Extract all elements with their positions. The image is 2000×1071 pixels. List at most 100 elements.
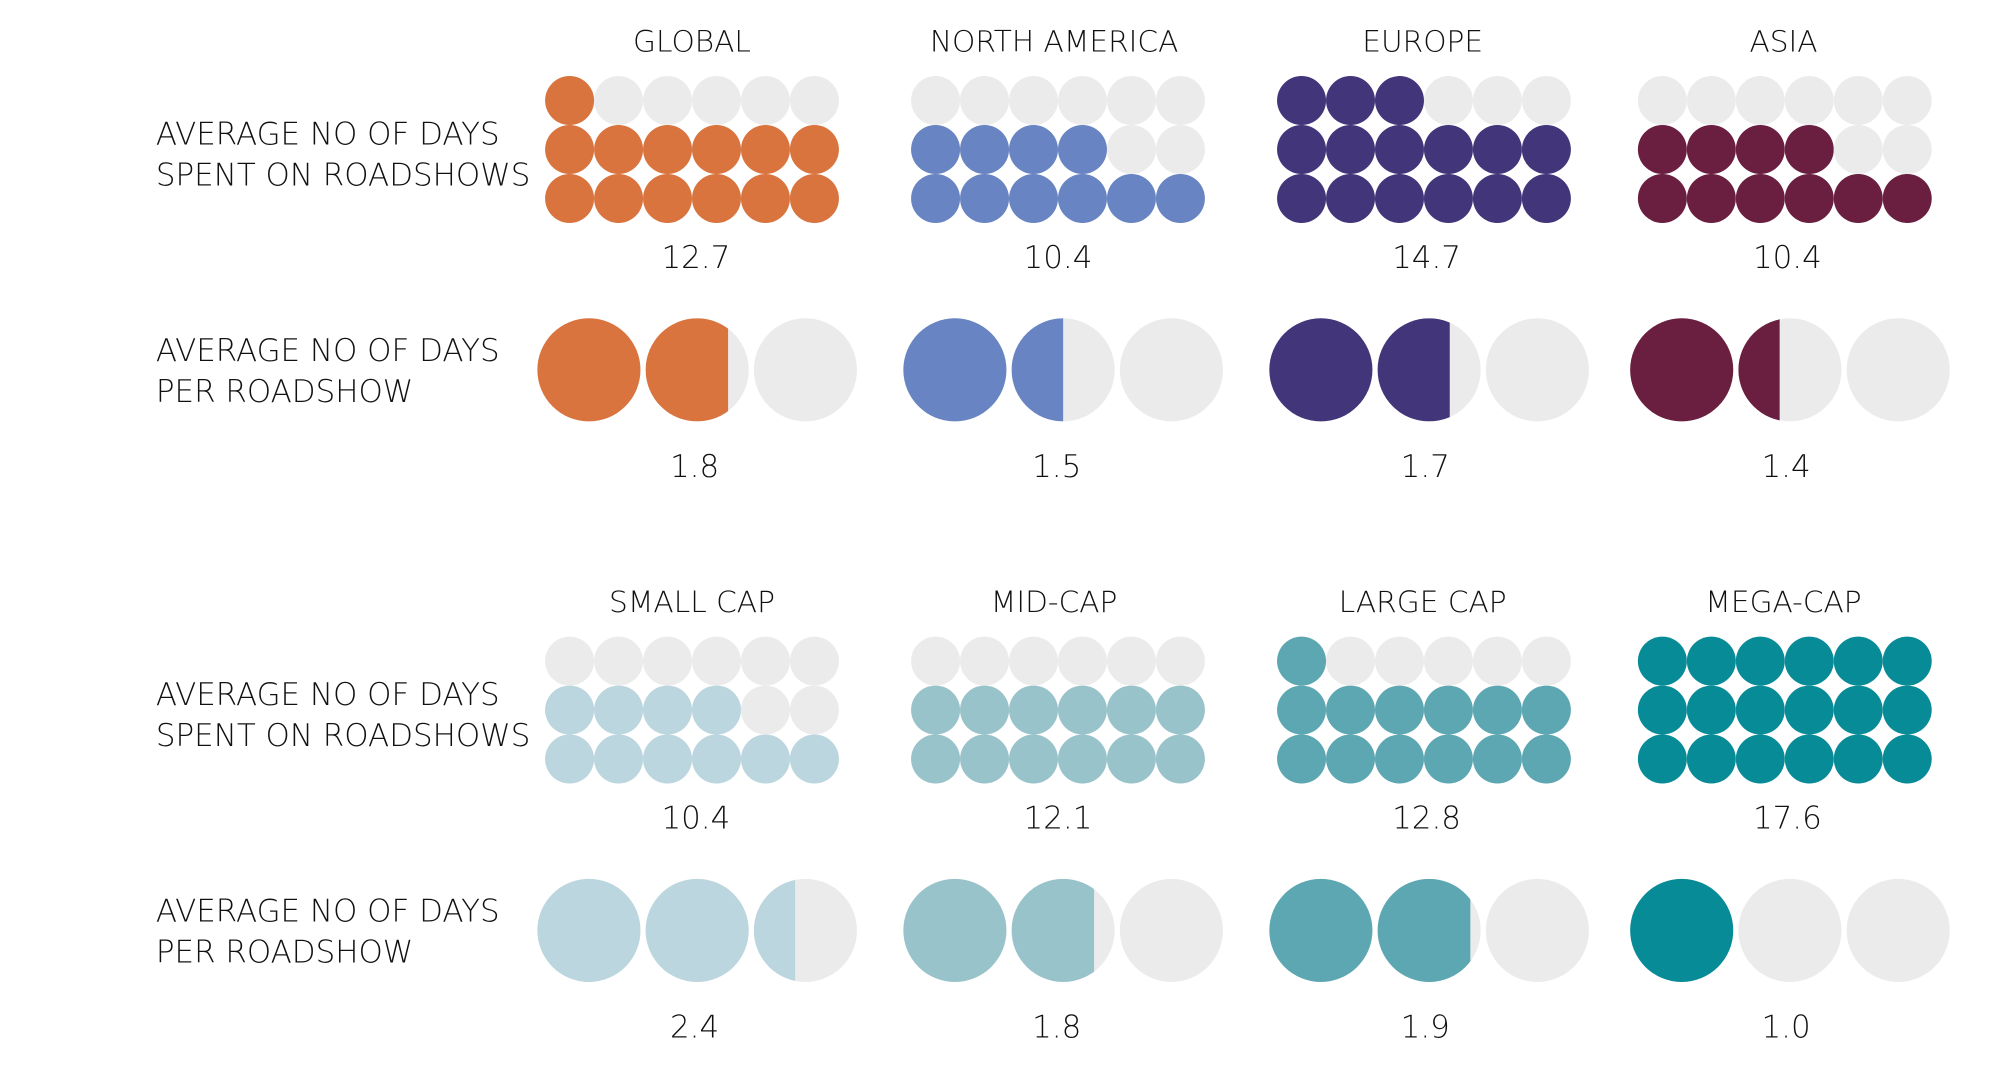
group-title: SMALL CAP: [609, 584, 775, 619]
days-spent-value: 17.6: [1753, 801, 1822, 837]
day-dot: [911, 734, 961, 784]
day-dot: [643, 76, 693, 125]
days-spent-value: 10.4: [661, 801, 730, 837]
roadshow-circle: [1377, 878, 1481, 982]
day-dot: [1326, 173, 1375, 223]
day-dot: [1521, 173, 1571, 223]
day-dot: [740, 125, 790, 174]
day-dot: [1423, 685, 1473, 735]
day-dot: [1833, 173, 1883, 223]
day-dot: [1423, 76, 1473, 125]
group-title: NORTH AMERICA: [930, 24, 1179, 59]
day-dot: [1882, 685, 1932, 735]
day-dot: [1521, 76, 1571, 125]
day-dot: [1057, 76, 1107, 125]
days-per-roadshow-value: 1.7: [1401, 449, 1450, 485]
day-dot: [1882, 125, 1932, 174]
day-dot: [692, 636, 741, 686]
day-dot: [1686, 173, 1736, 223]
roadshow-circle: [1011, 318, 1115, 422]
day-dot: [643, 173, 693, 223]
group-global: GLOBAL 12.7 1.8: [537, 24, 857, 485]
day-dot: [1637, 173, 1687, 223]
day-dot: [960, 125, 1010, 174]
day-dot: [960, 76, 1010, 125]
day-dot: [1155, 685, 1205, 735]
day-dot: [1423, 734, 1473, 784]
day-dot: [1784, 125, 1834, 174]
roadshow-circle: [537, 878, 641, 982]
day-dot: [1735, 636, 1785, 686]
day-dot: [545, 173, 595, 223]
day-dot: [1326, 125, 1375, 174]
day-dot: [911, 173, 961, 223]
group-title: GLOBAL: [633, 24, 751, 59]
day-dot: [1472, 173, 1522, 223]
day-dot: [1277, 125, 1327, 174]
group-large-cap: LARGE CAP 12.8 1.9: [1269, 584, 1589, 1045]
day-dot: [1784, 685, 1834, 735]
day-dot: [1735, 173, 1785, 223]
day-dot: [1882, 173, 1932, 223]
group-europe: EUROPE 14.7 1.7: [1269, 24, 1589, 485]
day-dot: [1106, 125, 1156, 174]
day-dot: [1009, 173, 1058, 223]
group-title: MID-CAP: [991, 584, 1118, 619]
day-dot: [1882, 76, 1932, 125]
days-spent-value: 10.4: [1753, 240, 1822, 276]
day-dot: [740, 173, 790, 223]
roadshow-circle: [1738, 318, 1842, 422]
day-dot: [1106, 734, 1156, 784]
day-dot: [1472, 685, 1522, 735]
day-dot: [692, 173, 741, 223]
day-dot: [1375, 734, 1424, 784]
days-per-roadshow-value: 1.4: [1762, 449, 1811, 485]
day-dot: [692, 76, 741, 125]
day-dot: [740, 685, 790, 735]
day-dot: [740, 636, 790, 686]
market-cap-panel: AVERAGE NO OF DAYS SPENT ON ROADSHOWS AVER…: [156, 584, 1950, 1045]
day-dot: [1375, 76, 1424, 125]
roadshow-circle: [645, 318, 749, 422]
days-spent-value: 12.7: [661, 240, 730, 276]
days-spent-value: 12.1: [1024, 801, 1093, 837]
day-dot: [1784, 173, 1834, 223]
day-dot: [1637, 734, 1687, 784]
day-dot: [1375, 636, 1424, 686]
day-dot: [1277, 685, 1327, 735]
days-per-roadshow-value: 1.5: [1032, 449, 1081, 485]
day-dot: [1833, 636, 1883, 686]
day-dot: [1326, 734, 1375, 784]
group-title: EUROPE: [1362, 24, 1483, 59]
day-dot: [643, 636, 693, 686]
group-title: LARGE CAP: [1339, 584, 1507, 619]
day-dot: [1057, 173, 1107, 223]
day-dot: [911, 685, 961, 735]
roadshow-circle: [1011, 878, 1115, 982]
row-label-days-spent: SPENT ON ROADSHOWS: [156, 718, 530, 754]
day-dot: [1686, 636, 1736, 686]
days-spent-value: 10.4: [1024, 240, 1093, 276]
day-dot: [1637, 125, 1687, 174]
day-dot: [960, 685, 1010, 735]
row-label-days-per-roadshow: AVERAGE NO OF DAYS: [156, 333, 500, 369]
day-dot: [1686, 685, 1736, 735]
day-dot: [789, 685, 839, 735]
day-dot: [1009, 685, 1058, 735]
day-dot: [1277, 636, 1327, 686]
day-dot: [1686, 734, 1736, 784]
day-dot: [594, 636, 644, 686]
day-dot: [1375, 125, 1424, 174]
days-per-roadshow-value: 2.4: [670, 1009, 719, 1045]
day-dot: [1326, 685, 1375, 735]
day-dot: [1423, 173, 1473, 223]
day-dot: [1521, 125, 1571, 174]
day-dot: [1637, 76, 1687, 125]
roadshow-circle: [1846, 878, 1950, 982]
roadshow-circle: [1269, 318, 1373, 422]
day-dot: [1009, 125, 1058, 174]
day-dot: [789, 734, 839, 784]
day-dot: [1326, 76, 1375, 125]
day-dot: [789, 636, 839, 686]
day-dot: [545, 125, 595, 174]
